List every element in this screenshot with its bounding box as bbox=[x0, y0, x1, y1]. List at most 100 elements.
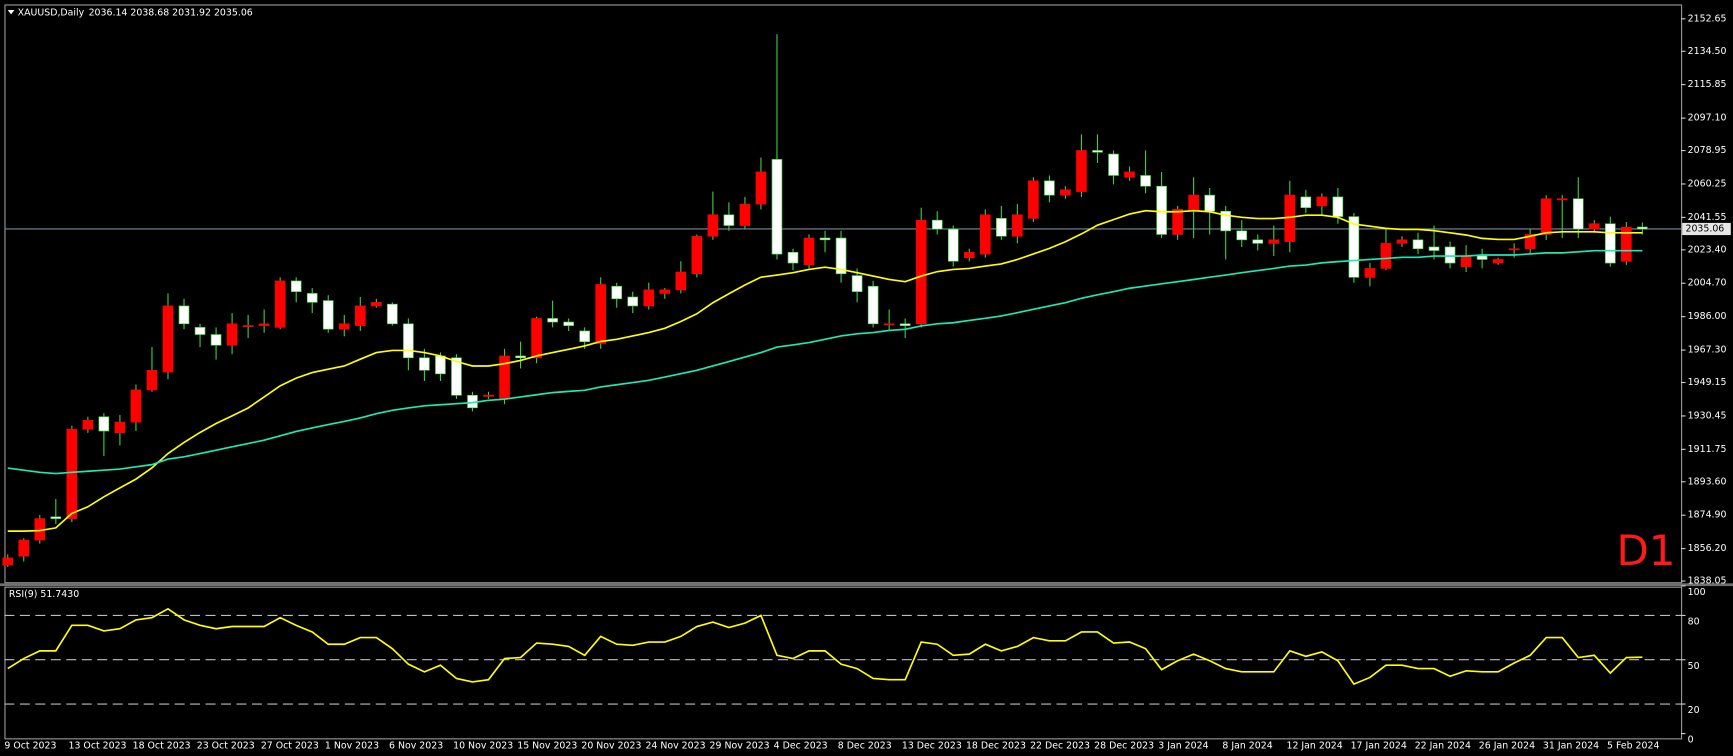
candle-body bbox=[1316, 196, 1328, 207]
candle-body bbox=[547, 318, 558, 323]
y-tick-label: 1967.30 bbox=[1688, 345, 1727, 356]
x-tick-label: 31 Jan 2024 bbox=[1543, 741, 1599, 752]
candle-body bbox=[451, 357, 462, 396]
y-tick-label: 2115.85 bbox=[1688, 79, 1727, 90]
y-tick-label: 1986.00 bbox=[1688, 311, 1727, 322]
candle-body bbox=[1204, 194, 1215, 212]
candle-body bbox=[1092, 150, 1103, 153]
y-tick-label: 2060.25 bbox=[1688, 178, 1727, 189]
candle-body bbox=[835, 237, 847, 275]
candle-body bbox=[419, 357, 430, 371]
y-tick-label: 80 bbox=[1688, 617, 1700, 628]
candle-body bbox=[899, 323, 911, 326]
candle-body bbox=[2, 557, 14, 566]
x-tick-label: 4 Dec 2023 bbox=[774, 741, 828, 752]
candle-body bbox=[963, 251, 975, 259]
candle-body bbox=[146, 369, 158, 391]
candle-body bbox=[883, 323, 895, 326]
y-tick-label: 1949.15 bbox=[1688, 377, 1727, 388]
candle-body bbox=[1028, 180, 1039, 219]
x-tick-label: 5 Feb 2024 bbox=[1607, 741, 1659, 752]
x-tick-label: 23 Oct 2023 bbox=[197, 741, 255, 752]
candle-body bbox=[1188, 194, 1199, 212]
chart-title: XAUUSD,Daily bbox=[18, 7, 85, 18]
candle-body bbox=[371, 302, 382, 307]
x-tick-label: 24 Nov 2023 bbox=[645, 741, 705, 752]
timeframe-label: D1 bbox=[1616, 526, 1675, 575]
candle-body bbox=[851, 275, 863, 292]
candle-body bbox=[98, 416, 110, 432]
y-tick-label: 1874.90 bbox=[1688, 510, 1727, 521]
candle-body bbox=[1060, 189, 1071, 196]
y-tick-label: 1856.20 bbox=[1688, 543, 1727, 554]
y-tick-label: 2097.10 bbox=[1688, 113, 1727, 124]
symbol-menu-icon[interactable] bbox=[7, 9, 15, 15]
candle-body bbox=[915, 219, 927, 325]
y-tick-label: 2004.70 bbox=[1688, 278, 1727, 289]
candle-body bbox=[867, 285, 879, 325]
candle-body bbox=[1364, 268, 1376, 278]
candle-body bbox=[1300, 196, 1312, 208]
candle-body bbox=[403, 323, 414, 359]
y-tick-label: 1838.05 bbox=[1688, 576, 1727, 587]
y-tick-label: 0 bbox=[1688, 735, 1694, 746]
candle-body bbox=[771, 159, 783, 255]
candle-body bbox=[178, 305, 190, 325]
x-tick-label: 13 Dec 2023 bbox=[902, 741, 962, 752]
x-tick-label: 22 Dec 2023 bbox=[1030, 741, 1090, 752]
candle-body bbox=[1348, 216, 1360, 278]
candle-body bbox=[1508, 248, 1520, 251]
x-tick-label: 17 Jan 2024 bbox=[1351, 741, 1407, 752]
x-tick-label: 9 Oct 2023 bbox=[4, 741, 56, 752]
candle-body bbox=[1476, 255, 1488, 260]
candle-body bbox=[1428, 246, 1440, 251]
candle-body bbox=[1588, 223, 1600, 230]
candle-body bbox=[947, 228, 959, 262]
candle-body bbox=[1236, 230, 1248, 241]
x-tick-label: 29 Nov 2023 bbox=[710, 741, 770, 752]
x-tick-label: 3 Jan 2024 bbox=[1158, 741, 1208, 752]
y-tick-label: 50 bbox=[1688, 661, 1700, 672]
candle-body bbox=[643, 289, 655, 307]
rsi-title: RSI(9) 51.7430 bbox=[9, 589, 79, 600]
candle-body bbox=[242, 325, 254, 328]
candle-body bbox=[483, 394, 494, 397]
candle-body bbox=[130, 389, 142, 423]
candle-body bbox=[1396, 239, 1408, 244]
candle-body bbox=[691, 235, 703, 275]
x-tick-label: 10 Nov 2023 bbox=[453, 741, 513, 752]
candle-body bbox=[1156, 185, 1167, 235]
y-tick-label: 2134.50 bbox=[1688, 46, 1727, 57]
candle-body bbox=[1012, 214, 1023, 237]
y-tick-label: 2041.55 bbox=[1688, 212, 1727, 223]
candle-body bbox=[1268, 239, 1280, 244]
panel-separator bbox=[0, 583, 1733, 587]
moving-average-line bbox=[7, 209, 1643, 532]
main-panel-frame bbox=[4, 4, 1683, 584]
x-tick-label: 22 Jan 2024 bbox=[1415, 741, 1471, 752]
y-tick-label: 1911.75 bbox=[1688, 444, 1727, 455]
candle-body bbox=[755, 171, 767, 205]
candle-body bbox=[1540, 198, 1552, 235]
candle-body bbox=[1380, 243, 1392, 269]
candle-body bbox=[194, 327, 206, 335]
candle-body bbox=[1637, 226, 1648, 230]
x-tick-label: 28 Dec 2023 bbox=[1094, 741, 1154, 752]
candle-body bbox=[1140, 175, 1151, 187]
y-tick-label: 2023.40 bbox=[1688, 244, 1727, 255]
candle-body bbox=[18, 539, 30, 557]
x-tick-label: 12 Jan 2024 bbox=[1286, 741, 1342, 752]
x-tick-label: 18 Oct 2023 bbox=[133, 741, 191, 752]
y-tick-label: 2152.65 bbox=[1688, 13, 1727, 24]
ohlc-header: 2036.14 2038.68 2031.92 2035.06 bbox=[89, 7, 253, 18]
candle-body bbox=[531, 318, 542, 359]
candle-body bbox=[1444, 246, 1456, 264]
candle-body bbox=[162, 305, 174, 373]
price-tag-label: 2035.06 bbox=[1685, 223, 1724, 234]
candle-body bbox=[1172, 209, 1183, 235]
candle-body bbox=[707, 214, 719, 237]
x-tick-label: 18 Dec 2023 bbox=[966, 741, 1026, 752]
